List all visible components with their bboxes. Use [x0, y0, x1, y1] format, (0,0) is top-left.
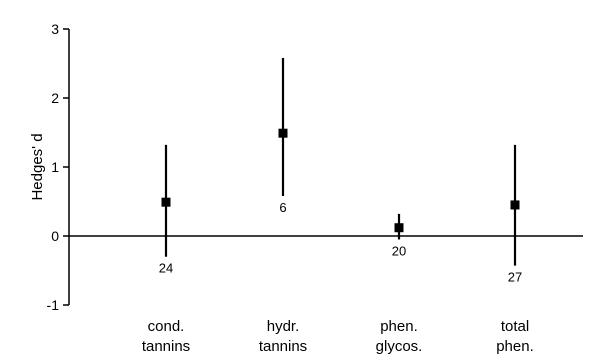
- mean-marker: [394, 223, 404, 233]
- y-tick-label: 3: [51, 21, 59, 37]
- y-axis-title: Hedges' d: [29, 133, 46, 200]
- category-label: cond.: [148, 318, 185, 335]
- sample-size-label: 20: [392, 243, 406, 258]
- y-tick-label: 1: [51, 159, 59, 175]
- mean-marker: [278, 128, 288, 138]
- sample-size-label: 6: [279, 200, 286, 215]
- category-label: glycos.: [376, 338, 423, 355]
- category-label: tannins: [259, 338, 307, 355]
- mean-marker: [510, 200, 520, 210]
- category-label: hydr.: [267, 318, 300, 335]
- y-tick-label: 2: [51, 90, 59, 106]
- sample-size-label: 24: [159, 261, 173, 276]
- category-label: tannins: [142, 338, 190, 355]
- category-label: phen.: [496, 338, 534, 355]
- category-label: total: [501, 318, 529, 335]
- y-tick-label: -1: [47, 297, 60, 313]
- y-tick-label: 0: [51, 228, 59, 244]
- mean-marker: [161, 197, 171, 207]
- plot-area: -1 0 1 2 3 24 6 20 27 cond. tannins hydr. tannins phe…: [47, 21, 583, 355]
- category-label: phen.: [380, 318, 418, 335]
- sample-size-label: 27: [508, 270, 522, 285]
